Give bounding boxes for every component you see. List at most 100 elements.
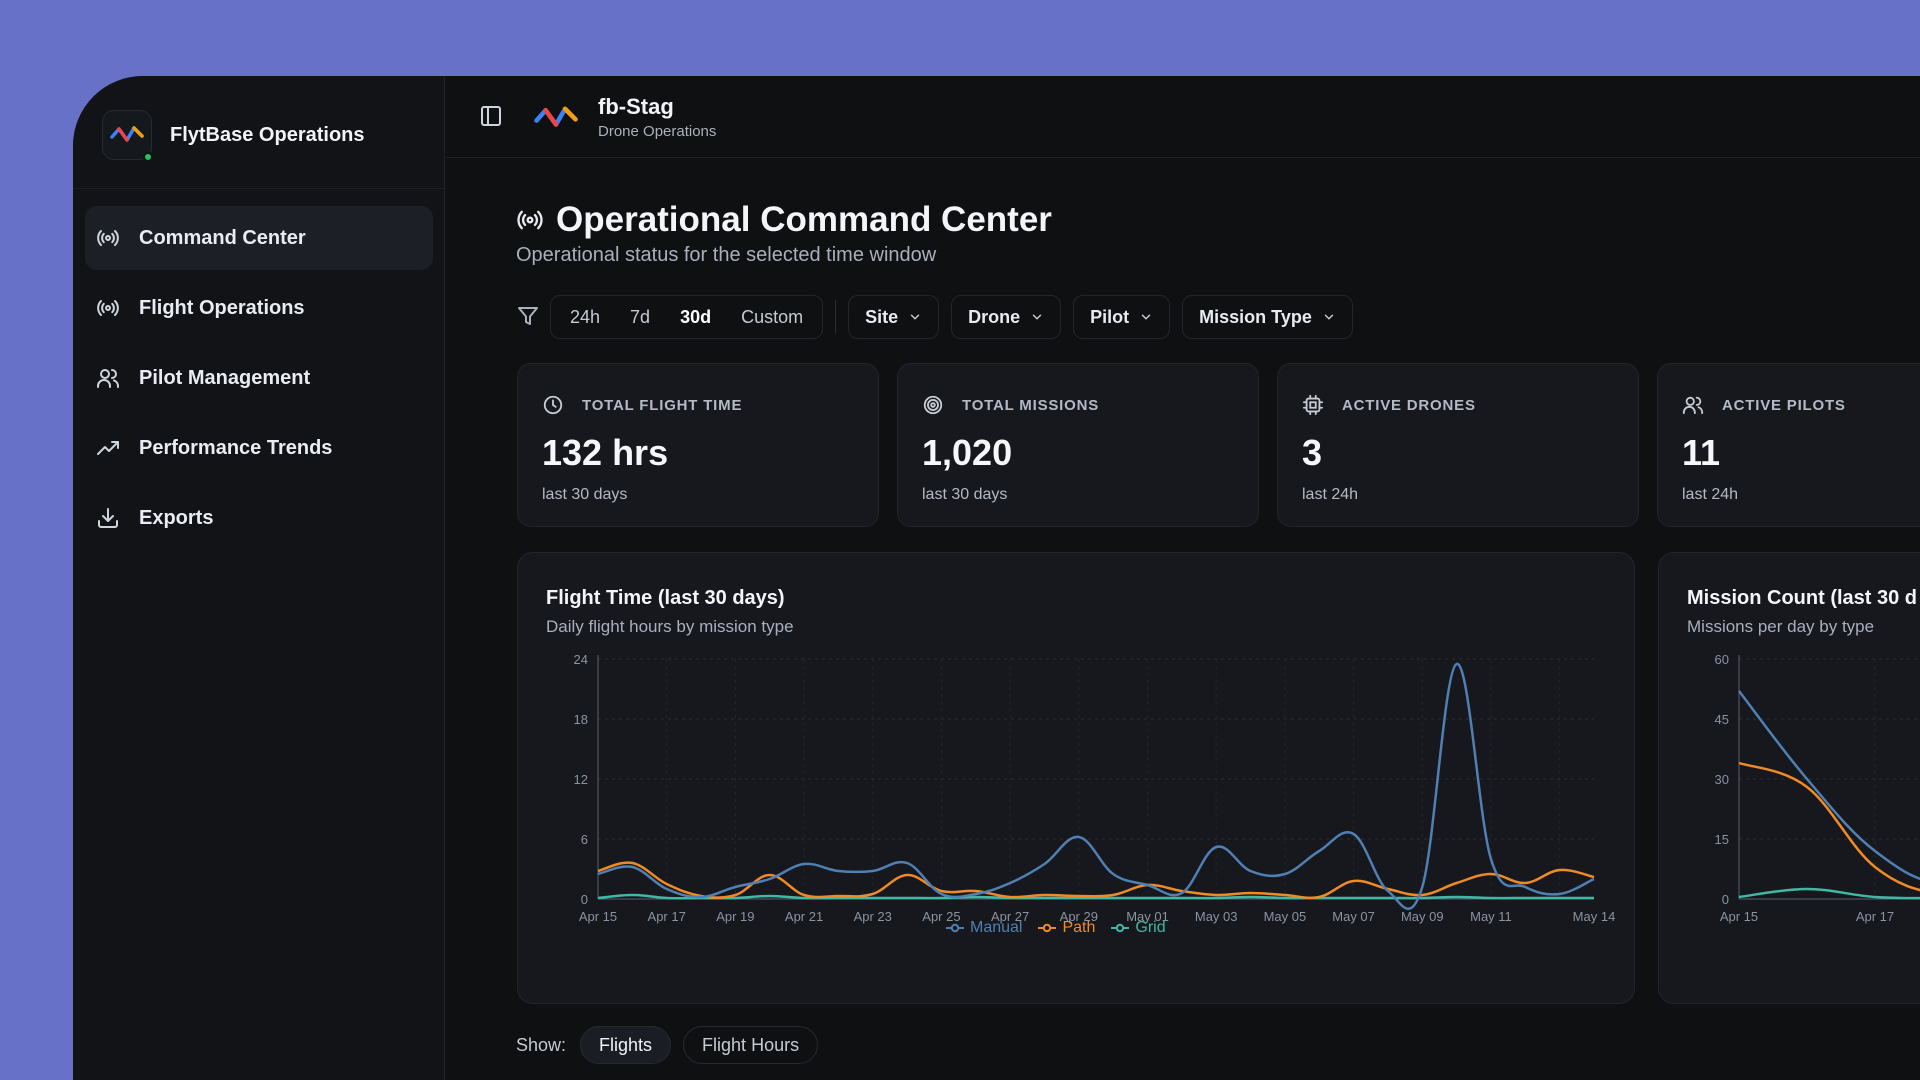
brand: FlytBase Operations (102, 110, 365, 162)
drone-dropdown[interactable]: Drone (951, 295, 1062, 339)
y-tick-label: 0 (581, 892, 588, 907)
x-tick-label: May 07 (1332, 909, 1375, 924)
sidebar-item-label: Exports (139, 506, 214, 529)
x-tick-label: Apr 15 (1720, 909, 1758, 924)
page-title: Operational Command Center (556, 200, 1052, 239)
trending-up-icon (95, 435, 121, 461)
pilot-dropdown[interactable]: Pilot (1073, 295, 1171, 339)
y-tick-label: 18 (574, 712, 588, 727)
x-tick-label: May 03 (1195, 909, 1238, 924)
users-icon (95, 365, 121, 391)
sidebar-item-label: Command Center (139, 226, 306, 249)
chevron-down-icon (910, 314, 920, 320)
kpi-label: ACTIVE DRONES (1342, 396, 1476, 414)
x-tick-label: Apr 21 (785, 909, 823, 924)
series-line-path (1738, 761, 1920, 892)
sidebar-item-flight-operations[interactable]: Flight Operations (85, 276, 433, 340)
brand-logo-icon[interactable] (102, 110, 153, 162)
legend-item-grid[interactable]: Grid (1111, 919, 1166, 937)
range-custom-button[interactable]: Custom (741, 306, 804, 327)
dropdown-label: Site (865, 306, 899, 327)
time-range-group: 24h 7d 30d Custom (550, 295, 824, 339)
broadcast-icon (95, 295, 121, 321)
kpi-value: 3 (1302, 432, 1323, 473)
download-icon (95, 505, 121, 531)
org-logo-icon (532, 94, 580, 142)
filter-icon (516, 304, 542, 330)
x-tick-label: Apr 29 (1060, 909, 1098, 924)
sidebar-item-label: Pilot Management (139, 366, 311, 389)
x-tick-label: May 01 (1126, 909, 1169, 924)
kpi-label: TOTAL MISSIONS (962, 396, 1100, 414)
series-line-manual (597, 662, 1595, 911)
show-label: Show: (516, 1034, 567, 1055)
mission-count-chart-panel: Mission Count (last 30 d Missions per da… (1658, 552, 1920, 1004)
mission-type-dropdown[interactable]: Mission Type (1182, 295, 1353, 339)
y-tick-label: 30 (1715, 772, 1729, 787)
range-7d-button[interactable]: 7d (630, 306, 651, 327)
y-tick-label: 12 (574, 772, 588, 787)
x-tick-label: May 11 (1470, 909, 1512, 924)
chart-subtitle: Missions per day by type (1687, 617, 1875, 636)
show-flights-button[interactable]: Flights (580, 1026, 672, 1064)
show-flight-hours-button[interactable]: Flight Hours (683, 1026, 819, 1064)
kpi-value: 1,020 (922, 432, 1013, 473)
series-line-grid (597, 893, 1594, 900)
chart-legend: Manual Path Grid (946, 919, 1182, 937)
range-30d-button[interactable]: 30d (680, 306, 712, 327)
chevron-down-icon (1032, 314, 1042, 320)
legend-swatch-icon (1111, 923, 1130, 933)
sidebar-nav: Command Center Flight Operations Pilot M… (85, 206, 433, 556)
chart-subtitle: Daily flight hours by mission type (546, 617, 794, 636)
kpi-note: last 24h (1302, 486, 1359, 503)
users-icon (1682, 396, 1704, 415)
x-tick-label: Apr 15 (579, 909, 617, 924)
x-tick-label: May 05 (1264, 909, 1307, 924)
x-tick-label: Apr 25 (922, 909, 960, 924)
x-tick-label: Apr 23 (854, 909, 892, 924)
online-status-dot (143, 152, 153, 162)
divider (73, 188, 444, 189)
sidebar-item-exports[interactable]: Exports (85, 486, 433, 550)
filter-bar: 24h 7d 30d Custom Site Drone Pilot Missi… (516, 294, 1365, 340)
chevron-down-icon (1324, 314, 1334, 320)
dropdown-label: Pilot (1090, 306, 1130, 327)
legend-item-path[interactable]: Path (1038, 919, 1095, 937)
sidebar-item-command-center[interactable]: Command Center (85, 206, 433, 270)
sidebar-item-performance-trends[interactable]: Performance Trends (85, 416, 433, 480)
main-content: Operational Command Center Operational s… (446, 158, 1920, 1080)
kpi-label: TOTAL FLIGHT TIME (582, 396, 743, 414)
kpi-value: 132 hrs (542, 432, 669, 473)
sidebar-item-label: Flight Operations (139, 296, 305, 319)
sidebar: FlytBase Operations Command Center Fligh… (73, 76, 445, 1080)
legend-item-manual[interactable]: Manual (946, 919, 1022, 937)
legend-swatch-icon (946, 923, 964, 933)
legend-label: Manual (970, 919, 1023, 936)
chart-title: Flight Time (last 30 days) (546, 587, 785, 609)
org-subtitle: Drone Operations (598, 123, 717, 140)
show-toggle-row: Show: Flights Flight Hours (516, 1026, 830, 1064)
sidebar-toggle-icon[interactable] (479, 104, 503, 128)
series-line-grid (1738, 887, 1920, 900)
x-tick-label: Apr 17 (648, 909, 686, 924)
kpi-note: last 30 days (542, 486, 628, 503)
kpi-card-flight-time: TOTAL FLIGHT TIME 132 hrs last 30 days (517, 363, 879, 527)
dropdown-label: Mission Type (1199, 306, 1312, 327)
y-tick-label: 45 (1715, 712, 1729, 727)
x-tick-label: May 09 (1401, 909, 1444, 924)
chevron-down-icon (1141, 314, 1151, 320)
divider (835, 300, 837, 334)
series-line-manual (1738, 690, 1920, 881)
cpu-icon (1302, 394, 1324, 416)
range-24h-button[interactable]: 24h (570, 306, 601, 327)
page-subtitle: Operational status for the selected time… (516, 244, 937, 266)
kpi-note: last 24h (1682, 486, 1739, 503)
y-tick-label: 24 (574, 652, 588, 667)
x-tick-label: Apr 27 (991, 909, 1029, 924)
sidebar-item-pilot-management[interactable]: Pilot Management (85, 346, 433, 410)
x-tick-label: Apr 19 (716, 909, 754, 924)
site-dropdown[interactable]: Site (848, 295, 940, 339)
legend-swatch-icon (1038, 923, 1057, 933)
dropdown-label: Drone (968, 306, 1021, 327)
